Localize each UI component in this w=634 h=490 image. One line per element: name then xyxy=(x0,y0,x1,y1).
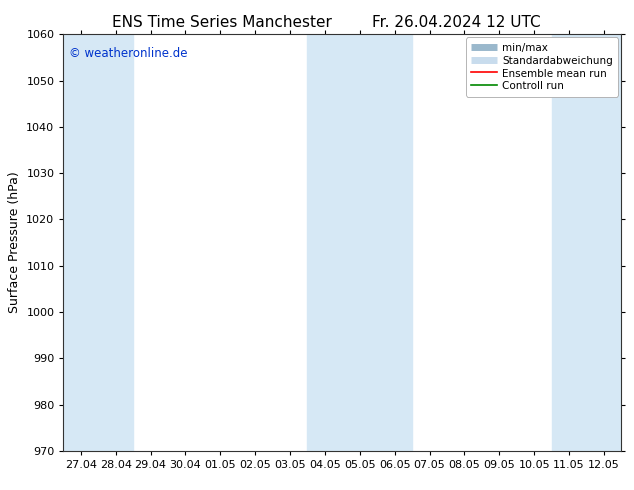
Bar xyxy=(586,34,621,451)
Y-axis label: Surface Pressure (hPa): Surface Pressure (hPa) xyxy=(8,172,21,314)
Text: © weatheronline.de: © weatheronline.de xyxy=(69,47,188,60)
Bar xyxy=(307,34,342,451)
Bar xyxy=(377,34,412,451)
Bar xyxy=(98,34,133,451)
Legend: min/max, Standardabweichung, Ensemble mean run, Controll run: min/max, Standardabweichung, Ensemble me… xyxy=(466,37,618,97)
Bar xyxy=(552,34,586,451)
Bar xyxy=(342,34,377,451)
Text: ENS Time Series Manchester: ENS Time Series Manchester xyxy=(112,15,332,30)
Bar xyxy=(63,34,98,451)
Text: Fr. 26.04.2024 12 UTC: Fr. 26.04.2024 12 UTC xyxy=(372,15,541,30)
